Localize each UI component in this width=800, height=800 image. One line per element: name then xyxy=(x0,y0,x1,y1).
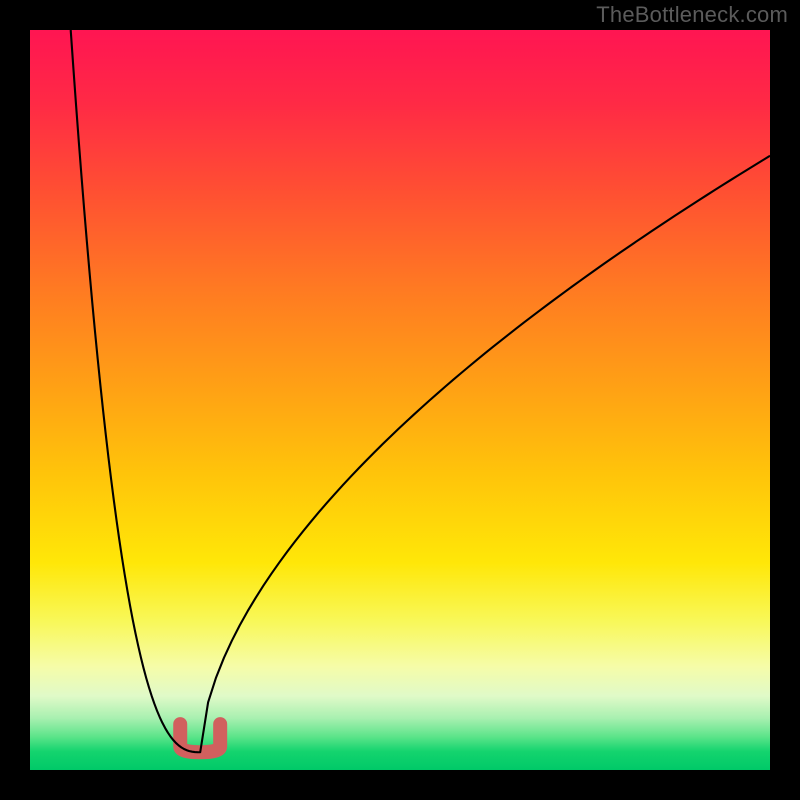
chart-container: TheBottleneck.com xyxy=(0,0,800,800)
watermark-text: TheBottleneck.com xyxy=(596,2,788,28)
bottleneck-chart xyxy=(0,0,800,800)
